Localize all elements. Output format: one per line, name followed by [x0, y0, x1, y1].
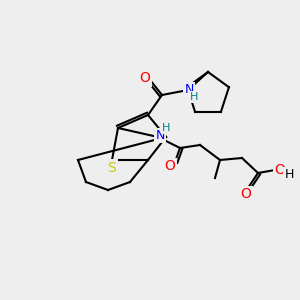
Text: N: N [155, 129, 165, 142]
Text: H: H [284, 168, 294, 181]
Text: H: H [190, 92, 198, 102]
Text: S: S [108, 160, 116, 175]
Text: O: O [165, 160, 176, 173]
Text: O: O [274, 163, 285, 176]
Text: H: H [162, 123, 170, 133]
Text: N: N [184, 83, 194, 96]
Text: O: O [140, 71, 150, 85]
Text: O: O [241, 188, 251, 202]
